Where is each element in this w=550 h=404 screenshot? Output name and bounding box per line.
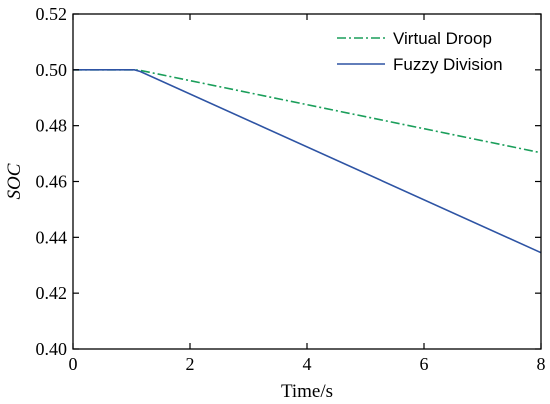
x-axis-label: Time/s	[281, 381, 333, 402]
legend-label: Virtual Droop	[393, 29, 492, 48]
x-tick-label: 0	[69, 354, 78, 374]
legend-label: Fuzzy Division	[393, 55, 503, 74]
y-tick-label: 0.50	[36, 60, 68, 80]
legend: Virtual Droop Fuzzy Division	[337, 29, 503, 74]
y-tick-label: 0.44	[36, 227, 68, 247]
ticks-layer	[72, 13, 542, 350]
y-tick-label: 0.46	[36, 172, 68, 192]
tick-labels-layer: 0 2 4 6 8 0.40 0.42 0.44 0.46 0.48 0.50 0.52	[36, 4, 546, 374]
x-tick-label: 4	[303, 354, 312, 374]
series-layer	[73, 69, 542, 254]
x-tick-label: 8	[537, 354, 546, 374]
y-tick-label: 0.48	[36, 116, 68, 136]
y-tick-label: 0.42	[36, 283, 68, 303]
y-tick-label: 0.40	[36, 339, 68, 359]
series-line-1	[73, 69, 542, 154]
series-line-2	[73, 69, 542, 254]
y-tick-label: 0.52	[36, 4, 68, 24]
x-tick-label: 2	[186, 354, 195, 374]
y-axis-label: SOC	[4, 163, 25, 199]
x-tick-label: 6	[420, 354, 429, 374]
